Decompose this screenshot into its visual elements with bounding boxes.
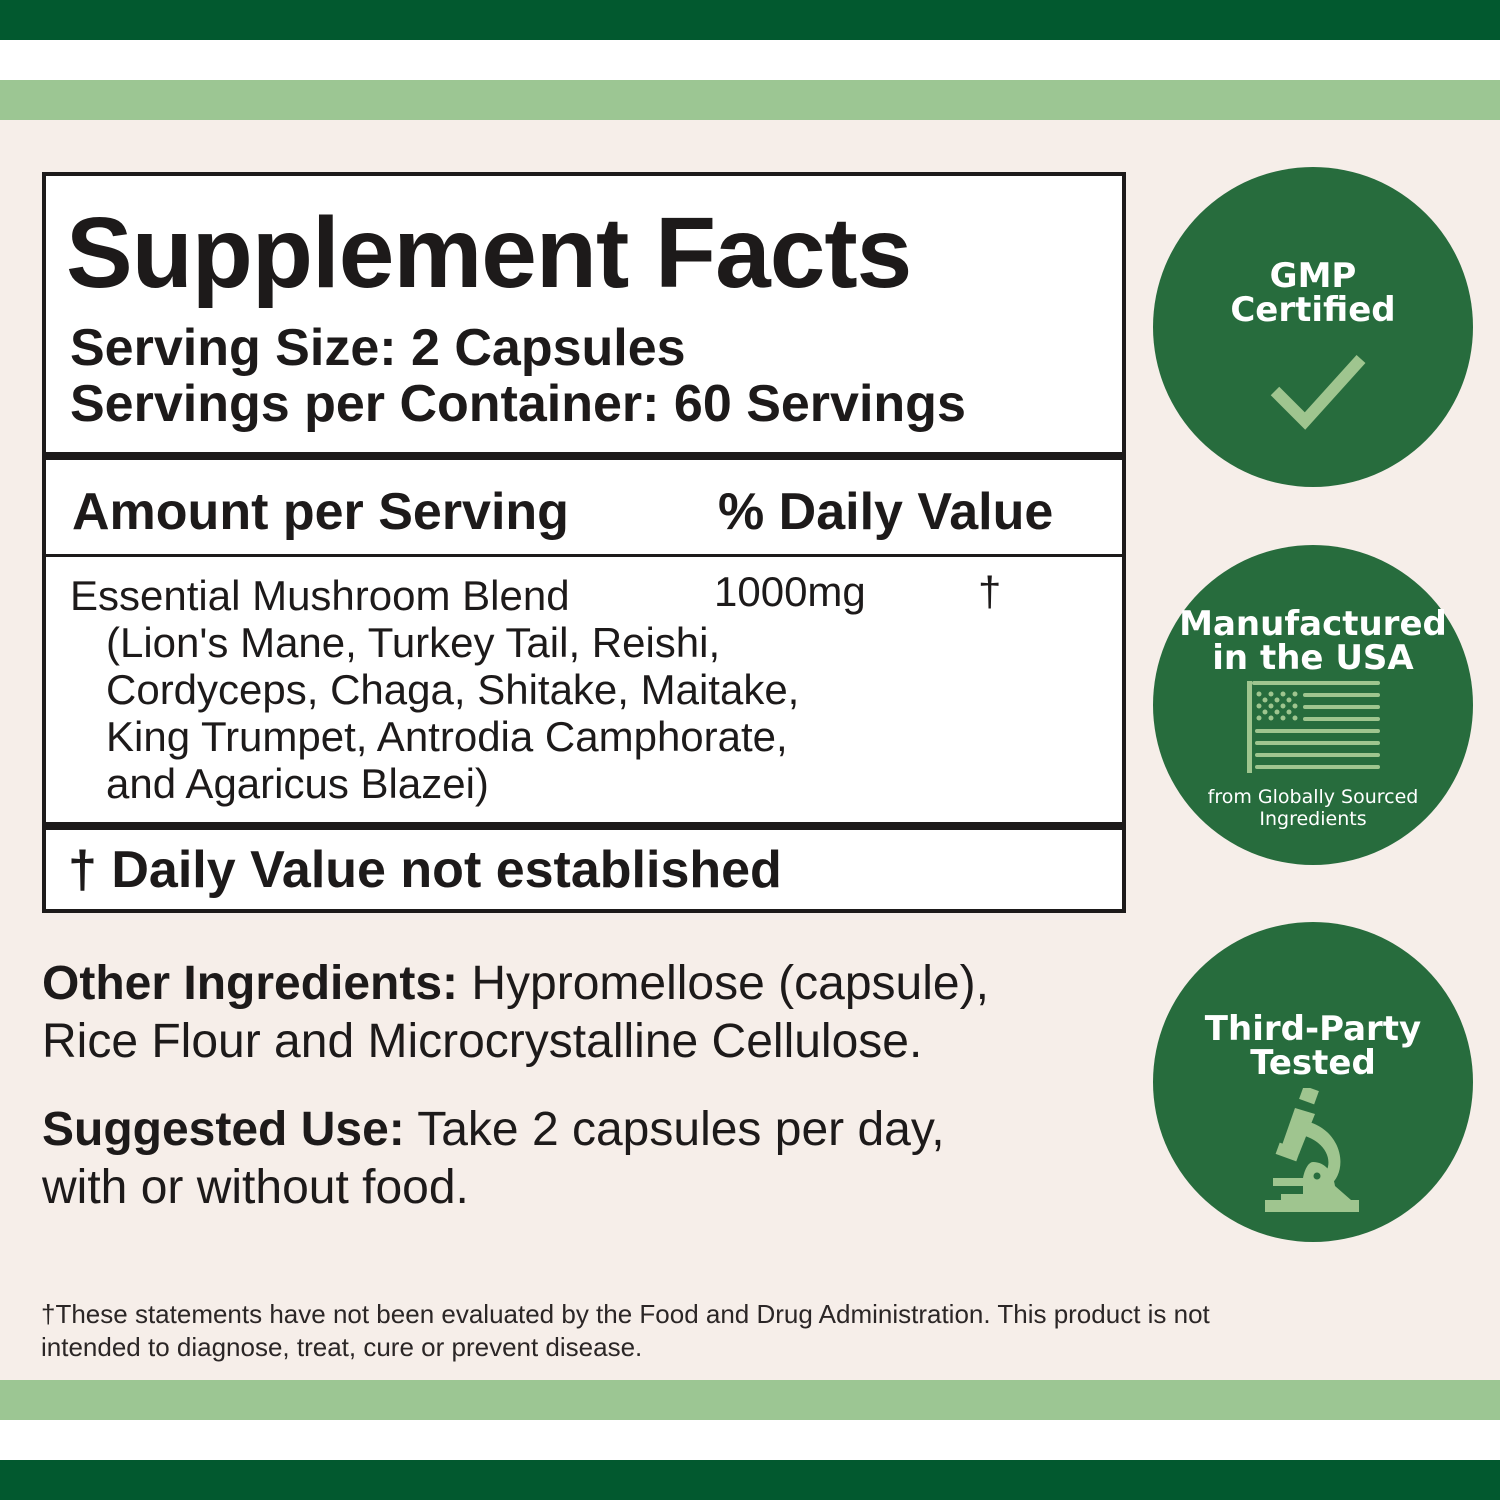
ingredient-detail: and Agaricus Blazei) [106,760,489,807]
dv-footnote: † Daily Value not established [68,841,782,899]
thick-divider [46,452,1122,460]
amount-header: Amount per Serving [72,483,569,541]
other-ingredients-label: Other Ingredients: [42,957,459,1010]
serving-size: Serving Size: 2 Capsules [70,319,686,377]
badge-title: GMP [1269,256,1357,296]
gmp-badge: GMP Certified [1153,167,1473,487]
other-ingredients-text: Hypromellose (capsule), [458,957,989,1010]
suggested-use-text: Take 2 capsules per day, [404,1103,945,1156]
badge-title: Third-Party [1204,1009,1422,1049]
thin-divider [46,554,1122,557]
badge-subtitle: from Globally Sourced [1207,786,1419,808]
bottom-dark-band [0,1460,1500,1500]
disclaimer-line: intended to diagnose, treat, cure or pre… [41,1332,643,1362]
top-dark-band [0,0,1500,40]
ingredient-dv: † [978,568,1002,615]
third-party-badge: Third-Party Tested [1153,922,1473,1242]
top-light-band [0,80,1500,120]
ingredient-detail: King Trumpet, Antrodia Camphorate, [106,713,788,760]
bottom-light-band [0,1380,1500,1420]
supplement-facts-panel: Supplement Facts Serving Size: 2 Capsule… [42,172,1126,913]
badge-title: Tested [1250,1043,1376,1083]
ingredient-detail: (Lion's Mane, Turkey Tail, Reishi, [106,619,721,666]
facts-title: Supplement Facts [66,197,912,309]
ingredient-detail: Cordyceps, Chaga, Shitake, Maitake, [106,666,800,713]
microscope-icon [1265,1088,1359,1212]
suggested-use: Suggested Use: Take 2 capsules per day, … [42,1101,945,1217]
badge-title: Certified [1230,290,1396,330]
usa-badge: Manufactured in the USA from Globally So… [1153,545,1473,865]
us-flag-icon [1247,681,1380,773]
fda-disclaimer: †These statements have not been evaluate… [41,1298,1210,1364]
other-ingredients: Other Ingredients: Hypromellose (capsule… [42,955,989,1071]
top-white-band [0,40,1500,80]
disclaimer-line: †These statements have not been evaluate… [41,1299,1210,1329]
servings-per-container: Servings per Container: 60 Servings [70,375,966,433]
ingredient-row: Essential Mushroom Blend (Lion's Mane, T… [70,572,799,807]
ingredient-amount: 1000mg [714,568,866,615]
suggested-use-label: Suggested Use: [42,1103,405,1156]
badge-title: Manufactured [1179,604,1447,644]
suggested-use-text: with or without food. [42,1161,469,1214]
daily-value-header: % Daily Value [718,483,1054,541]
bottom-white-band [0,1420,1500,1460]
badge-title: in the USA [1212,638,1414,678]
checkmark-icon [1270,354,1366,430]
ingredient-name: Essential Mushroom Blend [70,572,570,619]
thick-divider [46,822,1122,830]
other-ingredients-text: Rice Flour and Microcrystalline Cellulos… [42,1015,923,1068]
badge-subtitle: Ingredients [1259,808,1367,830]
